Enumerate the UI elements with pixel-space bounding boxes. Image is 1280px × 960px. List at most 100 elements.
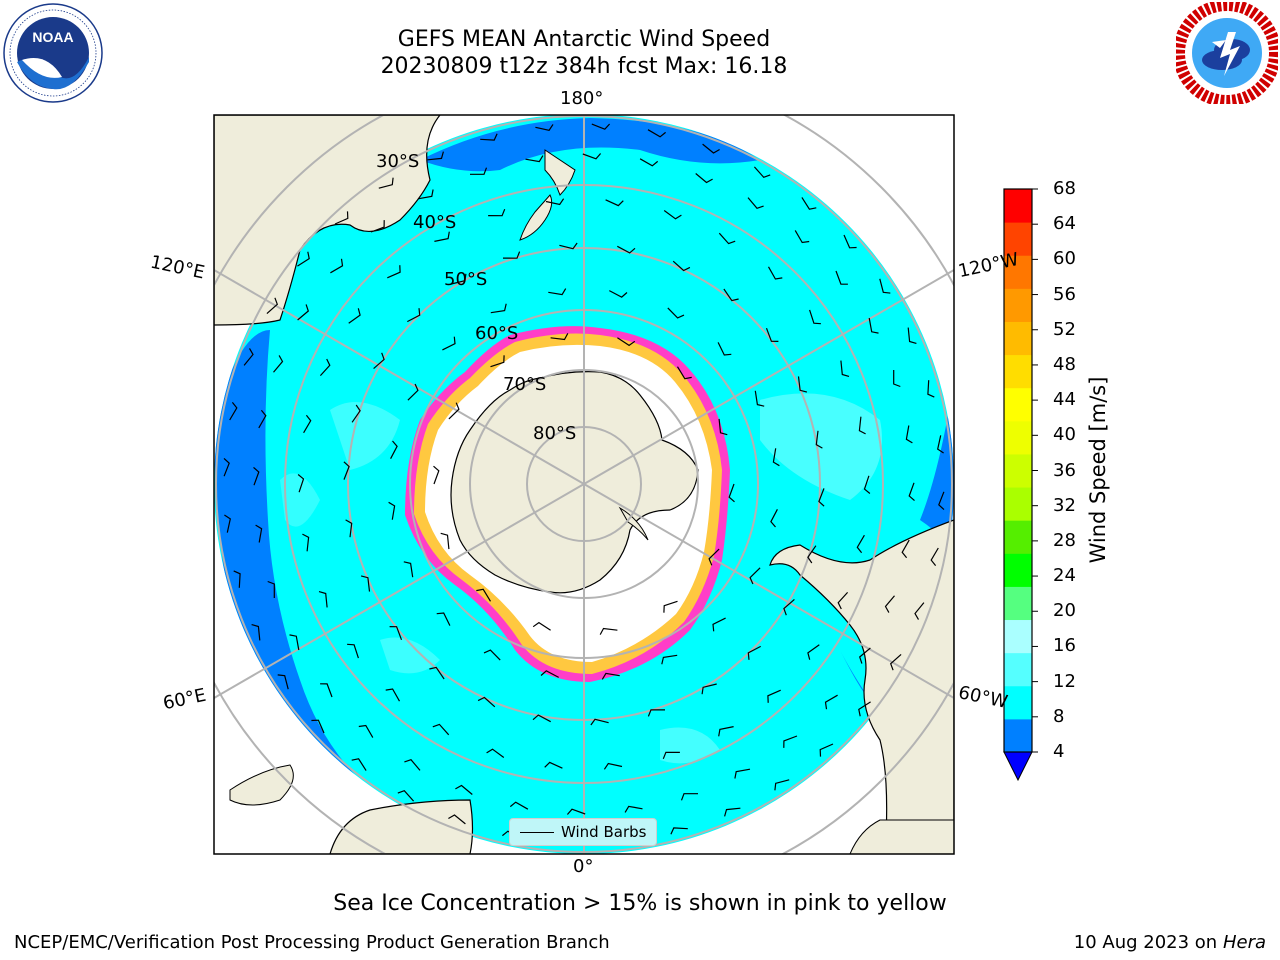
wind-barb bbox=[907, 327, 917, 344]
wind-barb bbox=[319, 358, 331, 377]
wind-barb bbox=[448, 814, 466, 825]
wind-barb bbox=[545, 198, 565, 206]
wind-barb bbox=[797, 376, 808, 393]
wind-barb bbox=[927, 380, 935, 398]
wind-barb bbox=[385, 688, 401, 702]
wind-barb bbox=[747, 197, 764, 209]
wind-barb bbox=[544, 761, 563, 769]
wind-barb bbox=[440, 532, 450, 550]
wind-barb bbox=[617, 245, 636, 254]
wind-barb bbox=[404, 759, 421, 771]
wind-barb bbox=[753, 166, 771, 179]
wind-barb bbox=[590, 718, 609, 726]
lon-label-0: 0° bbox=[573, 856, 594, 877]
wind-barb bbox=[783, 598, 795, 616]
lon-label-180: 180° bbox=[560, 88, 604, 109]
colorbar-extend-min bbox=[1003, 751, 1033, 782]
wind-barb bbox=[905, 425, 913, 444]
wind-barb bbox=[840, 360, 850, 377]
chart-subtitle: 20230809 t12z 384h fcst Max: 16.18 bbox=[380, 54, 788, 79]
wind-barb bbox=[389, 626, 403, 641]
wind-barb bbox=[609, 290, 628, 298]
wind-barb bbox=[442, 336, 456, 351]
lat-label-60s: 60°S bbox=[475, 323, 519, 344]
wind-barb bbox=[670, 827, 688, 835]
wind-barb bbox=[407, 308, 421, 323]
wind-barb bbox=[532, 621, 551, 631]
wind-barb bbox=[351, 758, 367, 771]
wind-barb bbox=[734, 768, 751, 779]
wind-barb bbox=[767, 266, 783, 280]
wind-barb bbox=[695, 173, 713, 184]
wind-barb bbox=[488, 208, 506, 217]
wind-barb bbox=[320, 683, 333, 698]
colorbar-segment bbox=[1004, 619, 1032, 654]
wind-barb bbox=[718, 418, 728, 436]
wind-barb bbox=[343, 461, 350, 480]
wind-barb bbox=[676, 366, 692, 380]
colorbar-segment bbox=[1004, 453, 1032, 488]
wind-barb bbox=[601, 672, 620, 680]
colorbar-segment bbox=[1004, 718, 1032, 753]
wind-barb bbox=[303, 414, 312, 434]
wind-barb bbox=[783, 735, 798, 748]
wind-barb bbox=[403, 561, 414, 578]
wind-barb bbox=[233, 570, 241, 588]
wind-barb bbox=[255, 524, 263, 543]
colorbar-label: Wind Speed [m/s] bbox=[1086, 376, 1110, 564]
wind-barb bbox=[370, 220, 385, 233]
wind-barb bbox=[837, 591, 849, 610]
wind-barb bbox=[525, 155, 544, 163]
lat-label-80s: 80°S bbox=[533, 423, 577, 444]
colorbar-segment bbox=[1004, 189, 1032, 223]
madagascar-landmass bbox=[229, 764, 294, 806]
wind-barb bbox=[360, 575, 371, 592]
wind-barb bbox=[258, 409, 267, 429]
wind-barb bbox=[224, 514, 231, 533]
wind-barb bbox=[417, 189, 434, 200]
wind-barb bbox=[772, 448, 780, 467]
wind-barb bbox=[480, 133, 498, 141]
wind-barb bbox=[858, 701, 871, 717]
colorbar-tick-label: 68 bbox=[1053, 178, 1076, 199]
colorbar-segment bbox=[1004, 520, 1032, 554]
wind-barb bbox=[311, 719, 325, 734]
wind-barb bbox=[566, 808, 586, 815]
low-wind-region-east bbox=[920, 380, 954, 560]
wind-barb bbox=[663, 210, 682, 220]
nws-logo-icon bbox=[1176, 2, 1278, 104]
wind-barb bbox=[535, 124, 554, 131]
wind-barb bbox=[884, 595, 895, 613]
colorbar-segment bbox=[1004, 321, 1032, 356]
south-america-landmass bbox=[769, 519, 954, 854]
lat-label-40s: 40°S bbox=[413, 212, 457, 233]
wind-barb bbox=[765, 327, 779, 342]
wind-barb bbox=[708, 548, 720, 566]
colorbar-tick-label: 48 bbox=[1053, 353, 1076, 375]
wind-barb bbox=[901, 539, 910, 559]
wind-barb bbox=[639, 158, 659, 167]
wind-barb bbox=[819, 743, 834, 757]
new-zealand-south bbox=[519, 194, 553, 241]
lat-label-50s: 50°S bbox=[444, 269, 488, 290]
wind-barb bbox=[858, 416, 866, 435]
wind-barb bbox=[667, 307, 685, 319]
wind-barb bbox=[701, 683, 717, 695]
wind-barb bbox=[351, 404, 361, 423]
wind-barb bbox=[723, 288, 739, 302]
antarctica-landmass bbox=[450, 371, 699, 594]
wind-barb bbox=[863, 475, 871, 494]
wind-barb bbox=[273, 355, 284, 373]
chart-title: GEFS MEAN Antarctic Wind Speed bbox=[397, 27, 771, 52]
colorbar-segment bbox=[1004, 387, 1032, 422]
wind-barb bbox=[809, 309, 821, 325]
wind-barb bbox=[397, 789, 415, 802]
wind-barb bbox=[770, 509, 778, 528]
wind-barb bbox=[824, 694, 838, 710]
colorbar-tick-label: 16 bbox=[1053, 635, 1076, 657]
colorbar-tick-label: 44 bbox=[1053, 389, 1076, 411]
wind-barb bbox=[330, 258, 344, 274]
colorbar-tick-label: 40 bbox=[1053, 424, 1076, 446]
wind-barb bbox=[893, 370, 901, 388]
wind-barb bbox=[868, 317, 879, 334]
